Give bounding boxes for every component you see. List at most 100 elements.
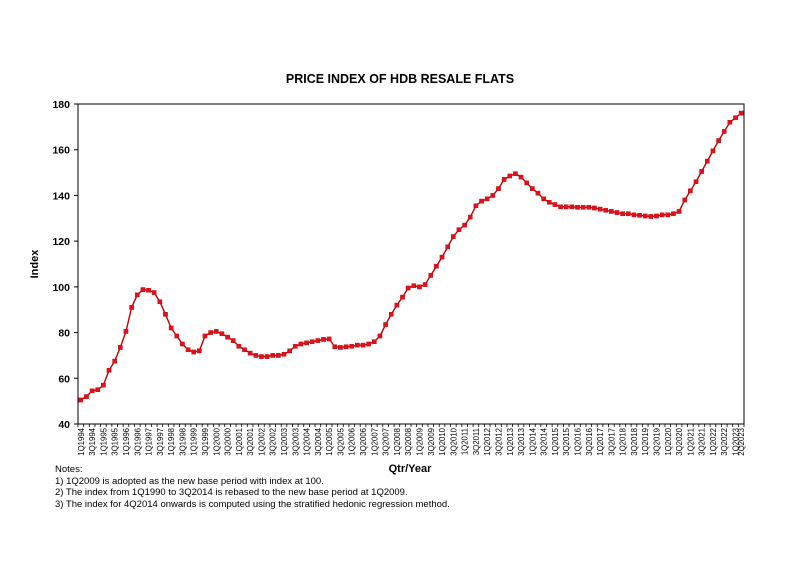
data-point [597, 206, 603, 212]
data-point [580, 205, 586, 210]
series-hdb-resale-index [78, 110, 744, 403]
data-point [163, 311, 168, 317]
data-point [259, 354, 264, 359]
x-tick-label: 1Q2008 [393, 428, 402, 456]
data-point [501, 177, 507, 182]
x-axis: 1Q1994 3Q1994 1Q1995 3Q1995 1Q1996 3Q1996 1Q19… [77, 424, 746, 456]
data-point [710, 148, 716, 154]
data-point [84, 394, 89, 399]
data-point [586, 205, 592, 210]
y-tick-label: 60 [58, 373, 70, 385]
x-tick-label: 1Q2002 [257, 428, 266, 456]
data-point [445, 244, 450, 250]
data-point [479, 198, 484, 204]
x-tick-label: 1Q2005 [325, 427, 334, 455]
data-point [541, 196, 546, 202]
data-point [281, 351, 287, 357]
data-point [321, 337, 326, 342]
data-point [733, 115, 738, 121]
data-point [705, 158, 710, 164]
x-tick-label: 3Q2020 [675, 427, 684, 455]
data-point [309, 339, 315, 345]
x-tick-label: 3Q2013 [517, 428, 526, 456]
x-tick-label: 1Q1998 [167, 428, 176, 456]
data-point [400, 294, 405, 300]
data-point [270, 353, 276, 358]
x-tick-label: 1Q2011 [461, 428, 470, 455]
x-tick-label: 1Q2006 [348, 428, 357, 456]
data-point [191, 349, 197, 355]
data-point [631, 212, 637, 218]
data-point [592, 205, 597, 211]
data-point [569, 204, 575, 210]
data-point [721, 129, 727, 134]
notes-heading: Notes: [55, 464, 83, 475]
data-point [174, 333, 180, 339]
x-tick-label: 3Q2010 [449, 427, 458, 455]
data-point [422, 282, 428, 287]
data-point [101, 382, 106, 388]
data-point [253, 353, 259, 358]
data-point [496, 186, 501, 191]
x-tick-label: 1Q1994 [77, 427, 86, 455]
data-point [247, 350, 253, 356]
x-tick-label: 1Q2021 [686, 428, 695, 456]
x-tick-label: 3Q2007 [382, 428, 391, 456]
data-point [637, 213, 642, 218]
data-point [411, 283, 417, 289]
data-point [659, 212, 665, 218]
x-tick-label: 3Q1996 [133, 428, 142, 456]
x-tick-label: 1Q2022 [709, 428, 718, 456]
data-point [202, 333, 208, 339]
x-tick-label: 3Q2014 [540, 427, 549, 455]
x-tick-label: 1Q2001 [235, 428, 244, 456]
x-tick-label: 3Q2005 [336, 427, 345, 455]
data-point [185, 347, 191, 353]
y-tick-label: 160 [52, 145, 70, 157]
data-point [524, 180, 529, 186]
data-point [688, 188, 693, 194]
data-point [78, 397, 84, 403]
note-2: 2) The index from 1Q1990 to 3Q2014 is re… [55, 487, 408, 498]
data-point [106, 367, 112, 373]
data-point [338, 345, 343, 350]
data-point [530, 186, 535, 191]
data-point [405, 285, 411, 291]
data-point [626, 211, 631, 217]
data-point [366, 341, 371, 347]
data-point [276, 353, 281, 358]
x-axis-label: Qtr/Year [389, 463, 433, 475]
x-tick-label: 2Q2023 [737, 428, 746, 456]
data-point [151, 290, 157, 295]
data-point [648, 214, 654, 219]
chart-title: PRICE INDEX OF HDB RESALE FLATS [286, 72, 514, 86]
data-point [603, 207, 609, 213]
data-point [699, 169, 704, 174]
x-tick-label: 3Q2003 [291, 428, 300, 456]
data-point [507, 173, 513, 179]
data-point [208, 330, 213, 335]
y-tick-label: 40 [58, 419, 70, 431]
data-point [563, 204, 569, 210]
data-point [134, 292, 140, 298]
x-tick-label: 3Q1994 [88, 427, 97, 455]
data-point [287, 348, 292, 354]
data-point [95, 387, 101, 393]
data-point [118, 345, 123, 350]
data-point [180, 341, 185, 347]
data-point [372, 339, 377, 345]
data-point [377, 333, 383, 339]
data-point [112, 358, 117, 364]
data-point [434, 263, 439, 269]
x-tick-label: 3Q1995 [111, 427, 120, 455]
plot-area-border [77, 103, 745, 425]
x-tick-label: 1Q2000 [212, 427, 221, 455]
data-point [304, 340, 309, 346]
x-tick-label: 1Q2012 [483, 428, 492, 456]
x-tick-label: 3Q1997 [156, 428, 165, 456]
x-tick-label: 3Q2015 [562, 427, 571, 455]
data-point [484, 196, 490, 202]
x-tick-label: 1Q2020 [664, 427, 673, 455]
data-point [727, 119, 733, 125]
data-point [456, 227, 462, 233]
